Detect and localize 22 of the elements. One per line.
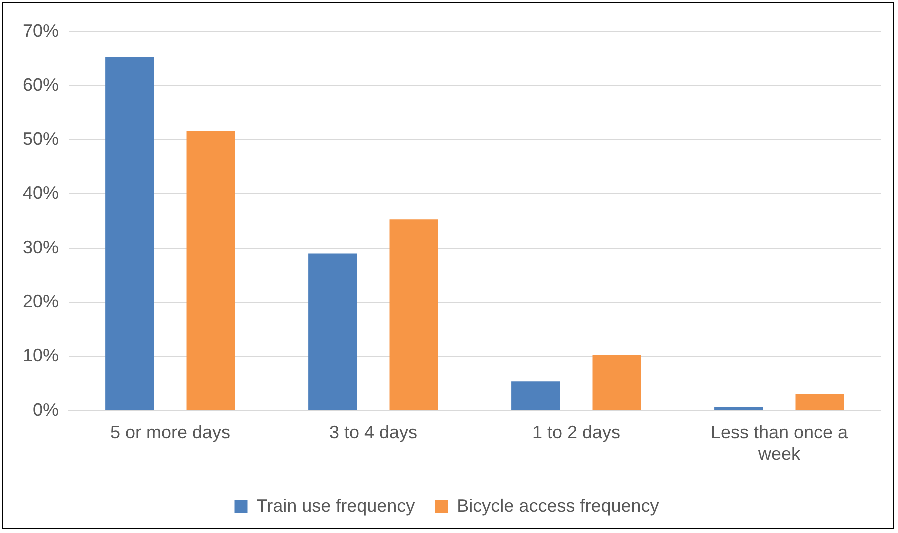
legend-label: Train use frequency — [256, 496, 416, 516]
bar — [186, 131, 236, 410]
y-tick-label: 10% — [22, 346, 60, 366]
y-tick-label: 20% — [22, 291, 60, 312]
bar — [308, 254, 358, 410]
bar — [106, 57, 154, 410]
bar — [390, 220, 438, 410]
x-tick-label: 5 or more days — [110, 422, 231, 443]
bar — [592, 355, 642, 410]
x-tick-label: 1 to 2 days — [532, 422, 621, 443]
y-tick-label: 60% — [22, 74, 60, 95]
x-tick-label: Less than once a week — [710, 422, 850, 464]
y-tick-label: 70% — [22, 20, 60, 41]
y-tick-label: 50% — [22, 129, 60, 150]
legend-label: Bicycle access frequency — [457, 496, 660, 516]
bar — [714, 408, 764, 410]
y-tick-label: 30% — [22, 237, 60, 258]
y-tick-label: 40% — [22, 183, 60, 204]
bar — [796, 394, 844, 410]
x-tick-label: 3 to 4 days — [329, 422, 418, 443]
y-tick-label: 0% — [33, 400, 60, 420]
bar — [512, 382, 560, 410]
